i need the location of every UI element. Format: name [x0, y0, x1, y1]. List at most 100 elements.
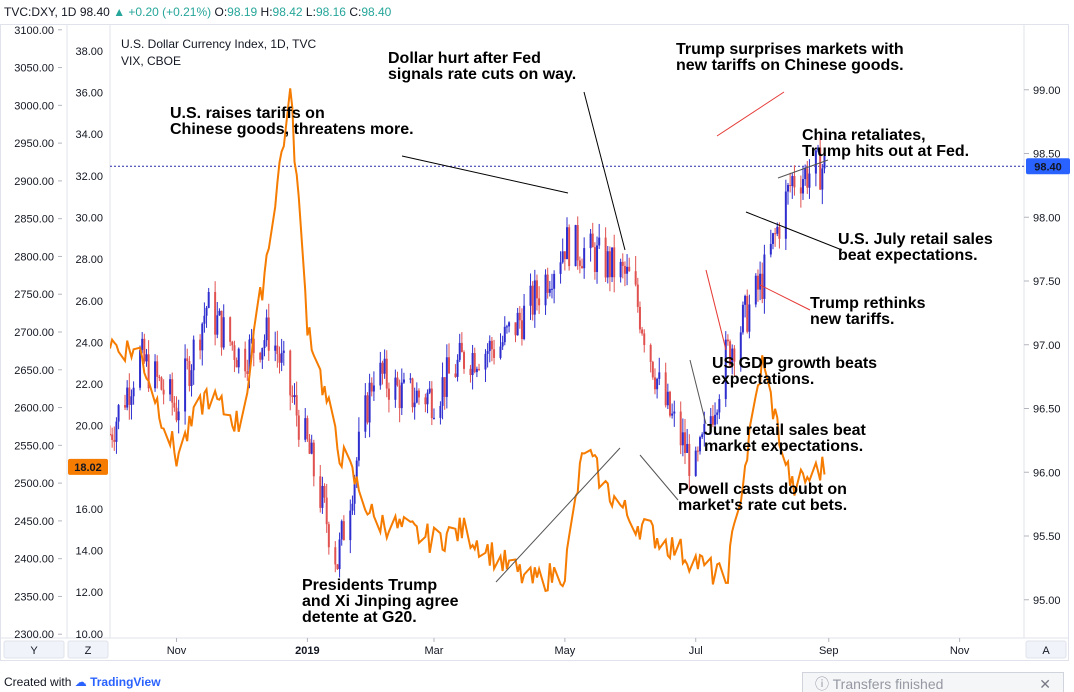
dxy-candle-body — [379, 362, 382, 386]
dxy-candle-body — [201, 323, 204, 351]
dxy-candle-body — [158, 376, 161, 378]
dxy-candle-body — [658, 372, 661, 379]
dxy-candle-body — [282, 350, 285, 353]
dxy-candle-body — [415, 390, 418, 403]
dxy-candle-body — [237, 348, 240, 368]
dxy-candle-body — [561, 251, 564, 263]
dxy-candle-body — [703, 424, 706, 435]
chart-frame — [0, 24, 1069, 661]
dxy-candle-body — [711, 416, 714, 425]
dxy-candle-body — [441, 377, 444, 406]
vix-last-label: 18.02 — [74, 462, 102, 474]
dxy-candle-body — [265, 317, 268, 341]
zoom-button[interactable]: Z — [67, 640, 109, 659]
dxy-candle-body — [220, 310, 223, 348]
dxy-candle-body — [192, 339, 195, 371]
y-axis-button[interactable]: Y — [3, 640, 65, 659]
dxy-candle-body — [297, 415, 300, 440]
tradingview-link[interactable]: TradingView — [90, 675, 161, 689]
dxy-candle-body — [596, 245, 599, 273]
dxy-candle-body — [746, 295, 749, 332]
a-button-label: A — [1042, 645, 1050, 657]
dxy-candle-body — [538, 298, 541, 306]
annotation-8: June retail sales beat market expectation… — [704, 422, 867, 455]
dxy-candle-body — [814, 150, 817, 174]
dxy-candle-body — [821, 168, 824, 190]
dxy-candle-body — [583, 248, 586, 269]
open-label: O: — [214, 5, 228, 19]
dxy-candle-body — [771, 233, 774, 244]
dxy-candle-body — [724, 339, 727, 400]
dxy-candle-body — [604, 237, 607, 278]
dxy-candle-body — [355, 460, 358, 479]
dxy-candle-body — [784, 191, 787, 239]
left-tick-label: 2650.00 — [14, 365, 54, 377]
dxy-candle-body — [484, 353, 487, 370]
dxy-candle-body — [744, 295, 747, 305]
dxy-candle-body — [701, 434, 704, 438]
dxy-candle-body — [321, 485, 324, 508]
low-value: 98.16 — [315, 5, 346, 19]
dxy-candle-body — [342, 521, 345, 541]
dxy-candle-body — [656, 378, 659, 390]
dxy-candle-body — [252, 338, 255, 353]
dxy-candle-body — [325, 497, 328, 525]
dxy-candle-body — [267, 317, 270, 351]
dxy-candle-body — [684, 432, 687, 453]
dxy-candle-body — [280, 352, 283, 363]
dxy-candle-body — [589, 233, 592, 249]
dxy-candle-body — [139, 349, 142, 388]
vix-tick-label: 26.00 — [75, 296, 103, 308]
chart-canvas[interactable]: 3100.00 3050.00 3000.00 2950.00 2900.00 2850.… — [0, 0, 1074, 672]
close-label: C: — [349, 5, 362, 19]
dxy-candle-body — [175, 407, 178, 421]
vix-last-badge — [68, 458, 108, 475]
right-axis: 99.00 98.50 98.00 97.50 97.00 96.50 96.00 95.50… — [1024, 85, 1061, 607]
vix-tick-label: 16.00 — [75, 504, 103, 516]
dxy-candle-body — [409, 378, 412, 380]
right-tick-label: 98.00 — [1033, 212, 1061, 224]
dxy-candle-body — [128, 387, 131, 405]
dxy-candle-body — [233, 345, 236, 360]
dxy-candle-body — [411, 378, 414, 408]
symbol-label[interactable]: TVC:DXY, 1D — [4, 5, 77, 19]
auto-scale-button[interactable]: A — [1025, 640, 1067, 659]
last-price-badge — [1026, 158, 1070, 175]
close-icon[interactable]: ✕ — [1039, 676, 1051, 692]
left-tick-label: 3100.00 — [14, 25, 54, 37]
dxy-candle-body — [216, 315, 219, 335]
x-tick-label: Mar — [424, 645, 443, 657]
dxy-candle-body — [126, 387, 129, 408]
dxy-candle-body — [186, 358, 189, 362]
x-tick-label: Jul — [689, 645, 703, 657]
dxy-candle-body — [117, 405, 120, 422]
dxy-candle-body — [308, 438, 311, 454]
transfers-toast[interactable]: ⓘ Transfers finished ✕ — [802, 672, 1064, 692]
dxy-candle-body — [383, 358, 386, 374]
x-tick-label: Sep — [819, 645, 839, 657]
time-axis: Nov 2019 Mar May Jul Sep Nov — [167, 638, 970, 657]
vix-tick-label: 12.00 — [75, 587, 103, 599]
dxy-candle-body — [289, 350, 292, 396]
dxy-candle-body — [214, 292, 217, 335]
left-tick-label: 3000.00 — [14, 100, 54, 112]
dxy-candle-body — [544, 274, 547, 306]
vix-tick-label: 22.00 — [75, 379, 103, 391]
left-tick-label: 2800.00 — [14, 251, 54, 263]
dxy-candle-body — [169, 379, 172, 395]
created-with-label: Created with — [4, 675, 72, 689]
dxy-candle-body — [310, 442, 313, 454]
right-tick-label: 99.00 — [1033, 85, 1061, 97]
annotation-5: U.S. July retail sales beat expectations. — [838, 231, 993, 264]
dxy-candle-body — [295, 395, 298, 416]
ohlc-header: TVC:DXY, 1D 98.40 ▲ +0.20 (+0.21%) O:98.… — [0, 0, 1074, 24]
dxy-candle-body — [394, 377, 397, 400]
dxy-candle-body — [578, 260, 581, 267]
dxy-candle-body — [478, 368, 481, 370]
left-tick-label: 2450.00 — [14, 516, 54, 528]
legend-vix: VIX, CBOE — [121, 54, 181, 68]
dxy-candle-body — [387, 388, 390, 400]
dxy-candlesticks — [110, 135, 826, 578]
dxy-candle-body — [817, 147, 820, 151]
left-tick-label: 2400.00 — [14, 554, 54, 566]
